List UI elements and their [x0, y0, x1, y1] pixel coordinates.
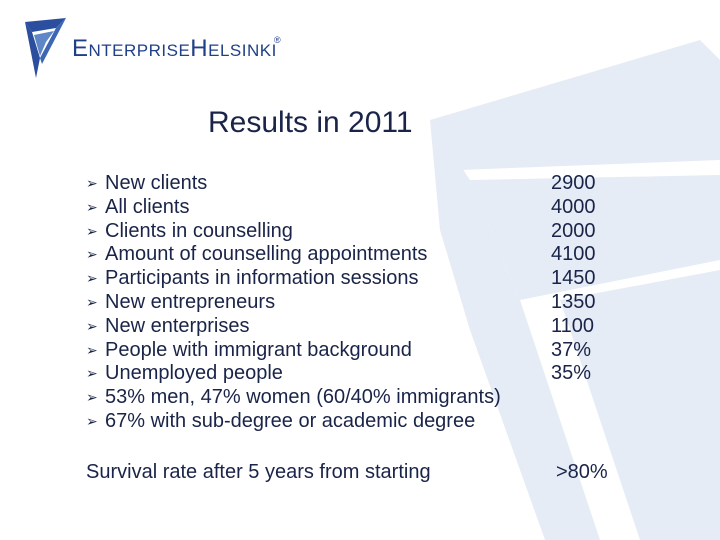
arrow-bullet-icon: ➢ [86, 365, 98, 382]
result-label: New clients [105, 172, 208, 194]
list-item: ➢ Participants in information sessions 14… [86, 267, 626, 291]
arrow-bullet-icon: ➢ [86, 198, 98, 215]
result-label: 53% men, 47% women (60/40% immigrants) [105, 386, 501, 409]
list-item: ➢ Amount of counselling appointments 4100 [86, 243, 626, 267]
list-item: ➢ Unemployed people 35% [86, 362, 626, 386]
survival-rate-row: Survival rate after 5 years from startin… [86, 460, 626, 484]
list-item: ➢ New enterprises 1100 [86, 315, 626, 339]
result-label: Clients in counselling [105, 219, 293, 242]
result-label: All clients [105, 195, 190, 218]
arrow-bullet-icon: ➢ [86, 222, 98, 239]
logo-wordmark: EnterpriseHelsinki [72, 35, 277, 62]
arrow-bullet-icon: ➢ [86, 341, 98, 358]
slide-title: Results in 2011 [208, 106, 413, 139]
list-item: ➢ New entrepreneurs 1350 [86, 291, 626, 315]
survival-rate-value: >80% [556, 461, 608, 483]
arrow-bullet-icon: ➢ [86, 293, 98, 310]
result-label: People with immigrant background [105, 338, 412, 361]
enterprise-helsinki-logo: EnterpriseHelsinki ® [22, 18, 281, 80]
result-label: New enterprises [105, 314, 250, 337]
result-label: Participants in information sessions [105, 267, 419, 290]
arrow-bullet-icon: ➢ [86, 389, 98, 406]
registered-mark: ® [274, 35, 281, 45]
list-item: ➢ All clients 4000 [86, 196, 626, 220]
result-value: 4000 [551, 195, 596, 218]
result-value: 2000 [551, 219, 596, 242]
result-value: 1100 [551, 314, 595, 337]
result-value: 1450 [551, 267, 596, 290]
list-item: ➢ 67% with sub-degree or academic degree [86, 410, 626, 434]
result-value: 4100 [551, 243, 596, 266]
arrow-bullet-icon: ➢ [86, 317, 98, 334]
arrow-bullet-icon: ➢ [86, 412, 98, 429]
result-value: 37% [551, 338, 592, 361]
enterprise-helsinki-emblem-icon [25, 18, 66, 78]
list-item: ➢ Clients in counselling 2000 [86, 220, 626, 244]
result-value: 35% [551, 362, 592, 385]
result-label: 67% with sub-degree or academic degree [105, 409, 476, 432]
arrow-bullet-icon: ➢ [86, 175, 98, 191]
result-label: Unemployed people [105, 362, 283, 385]
result-label: Amount of counselling appointments [105, 243, 428, 266]
results-list: ➢ New clients 2900 ➢ All clients 4000 ➢ Cli… [86, 172, 626, 434]
arrow-bullet-icon: ➢ [86, 270, 98, 287]
list-item: ➢ People with immigrant background 37% [86, 339, 626, 363]
arrow-bullet-icon: ➢ [86, 246, 98, 263]
list-item: ➢ 53% men, 47% women (60/40% immigrants) [86, 386, 626, 410]
result-label: New entrepreneurs [105, 290, 276, 313]
result-value: 2900 [551, 172, 596, 194]
list-item: ➢ New clients 2900 [86, 172, 626, 196]
survival-rate-label: Survival rate after 5 years from startin… [86, 461, 431, 483]
result-value: 1350 [551, 290, 596, 313]
